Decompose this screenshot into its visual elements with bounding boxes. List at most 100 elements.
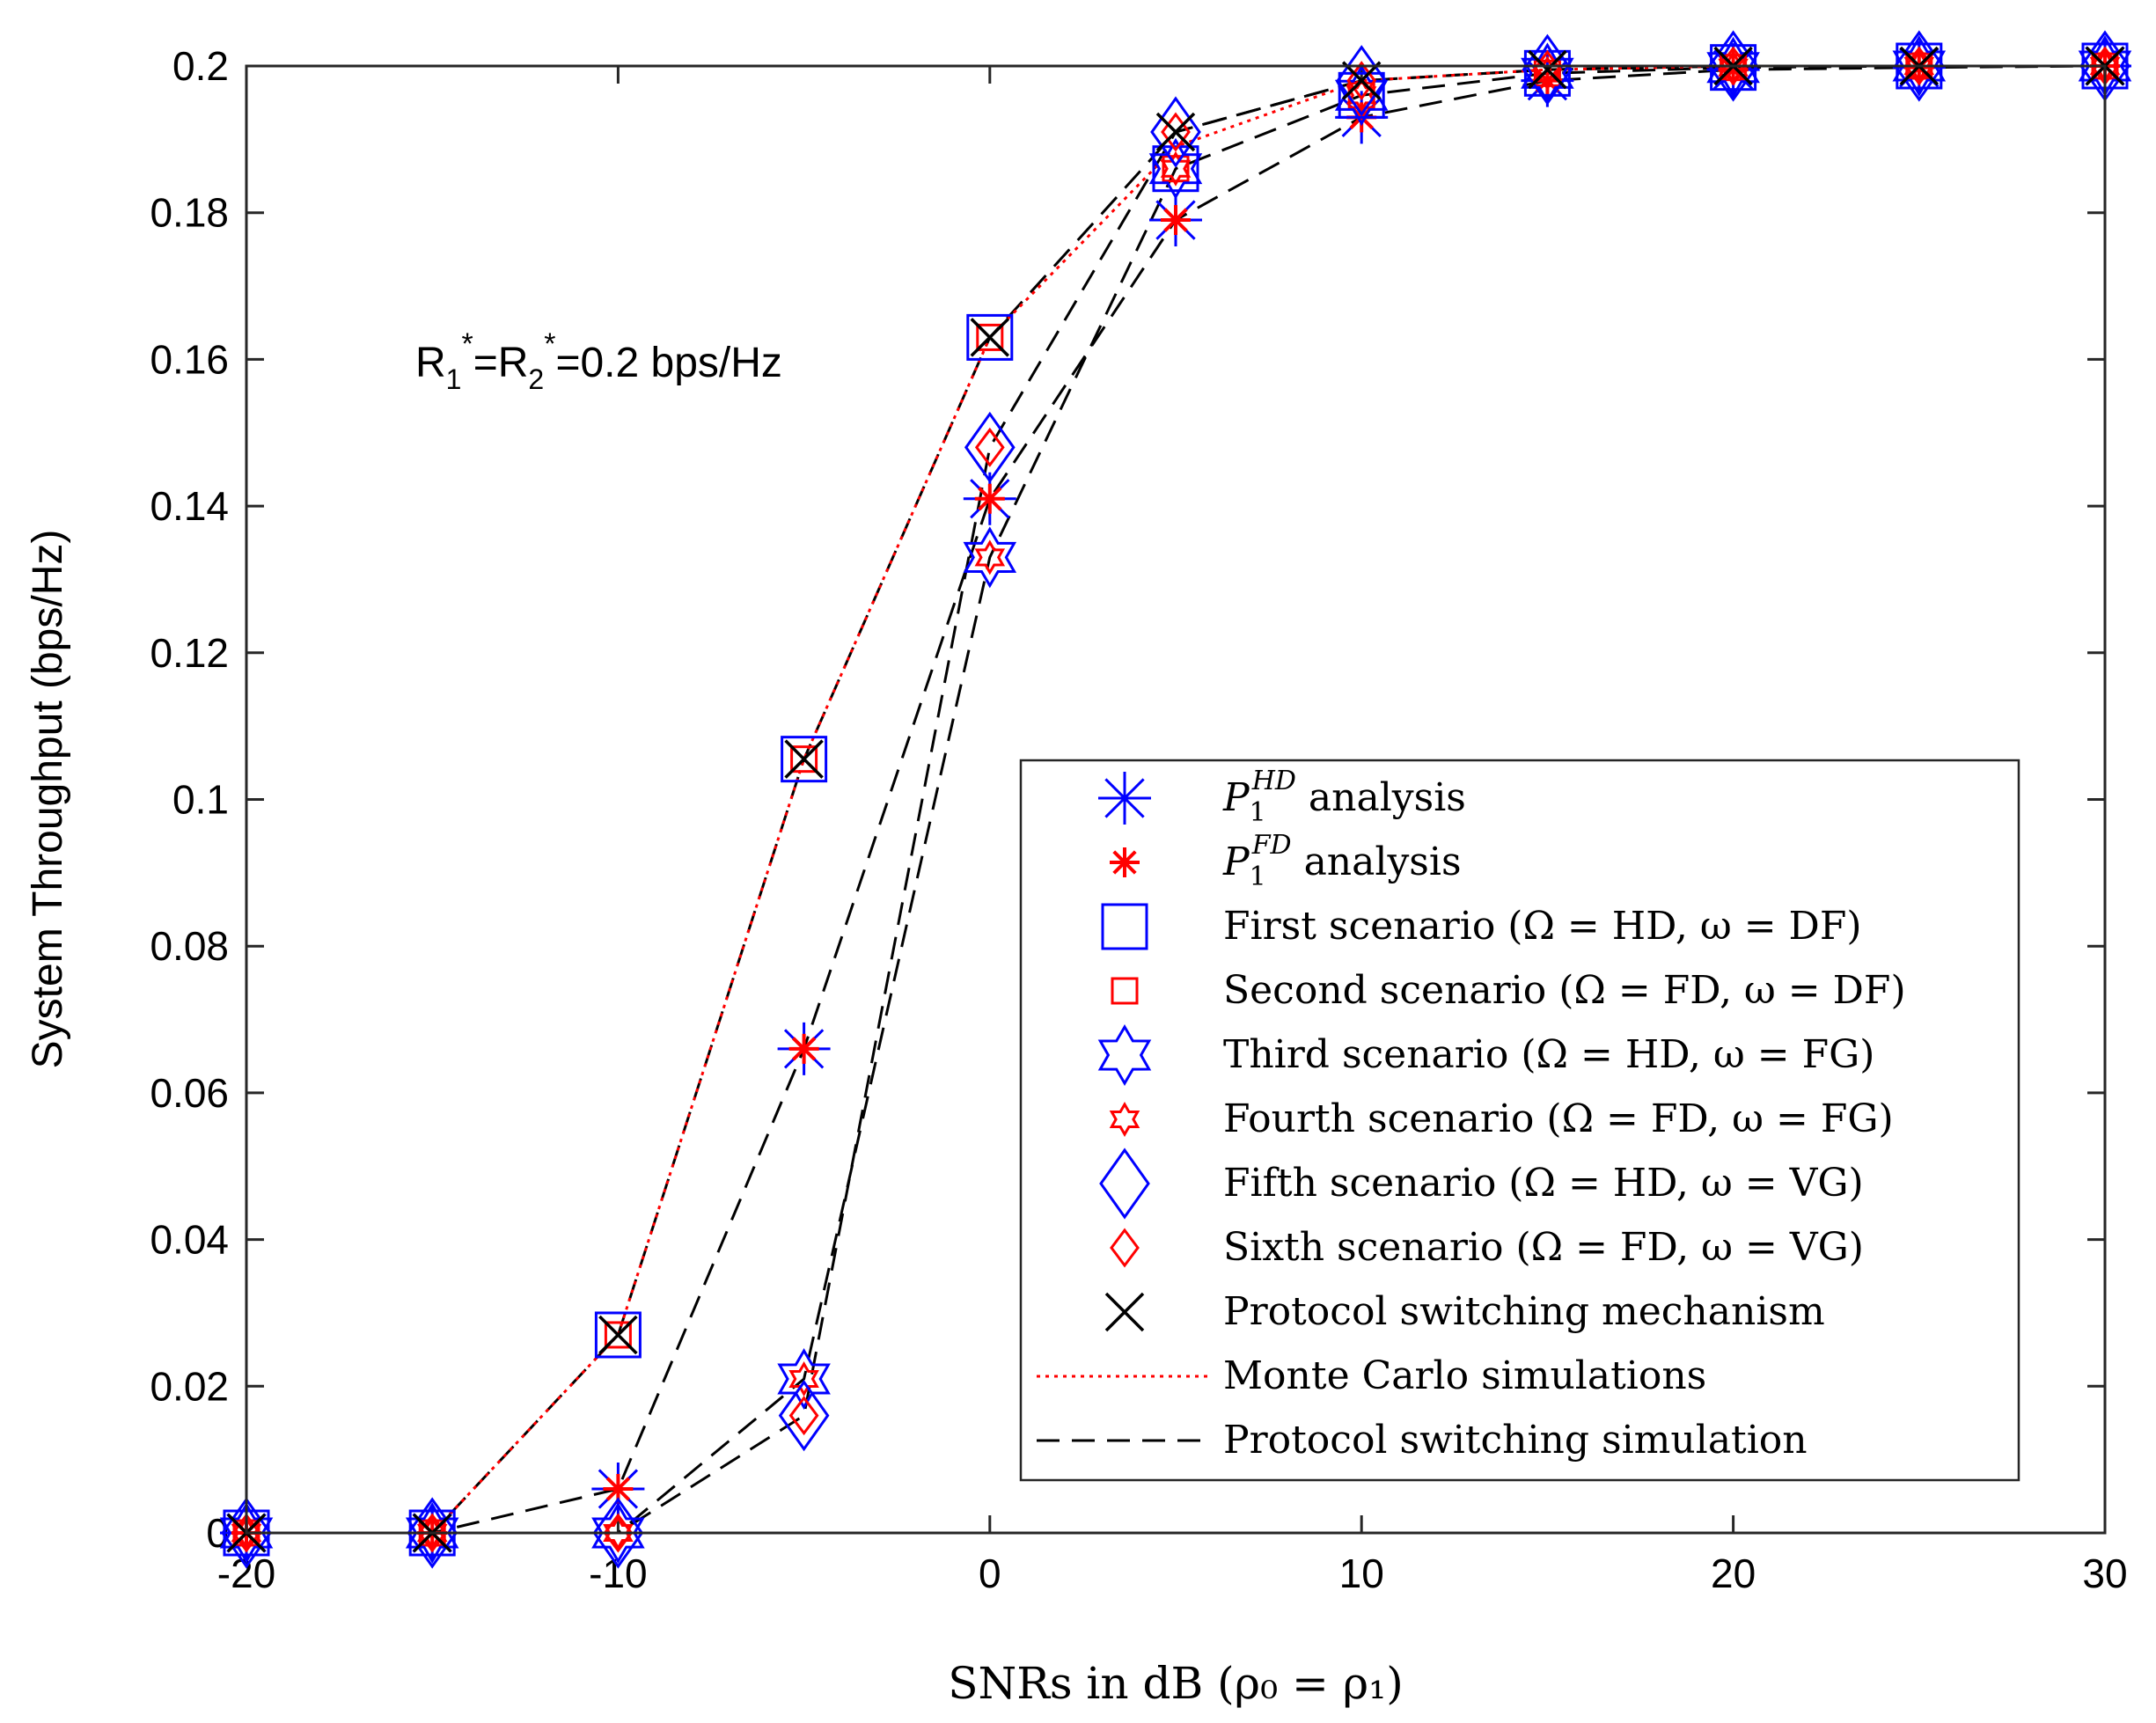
- data-point-hexagram-small-shape: [603, 1514, 634, 1551]
- data-point-diamond-large: [592, 1497, 644, 1569]
- data-point-diamond-large-shape: [407, 1497, 458, 1569]
- data-point-x-stroke: [1528, 49, 1567, 90]
- data-point-hexagram-small: [1346, 77, 1377, 114]
- data-point-diamond-small: [1718, 46, 1749, 86]
- y-tick-label: 0.18: [150, 190, 229, 236]
- plot-frame: [245, 64, 2107, 1535]
- legend-label: Monte Carlo simulations: [1223, 1353, 1706, 1398]
- data-point-hexagram-small: [231, 1514, 262, 1551]
- data-point-asterisk-small-stroke: [1161, 205, 1191, 236]
- data-point-diamond-small-shape: [1346, 61, 1377, 101]
- data-point-diamond-small-shape: [231, 1513, 261, 1553]
- data-point-hexagram-small-shape: [788, 1361, 819, 1397]
- legend-symbol: [1110, 847, 1140, 877]
- legend-symbol: [1099, 1147, 1150, 1220]
- data-point-hexagram-large-shape: [1892, 35, 1947, 97]
- data-point-diamond-small: [1346, 61, 1377, 101]
- data-point-diamond-large-shape: [964, 411, 1016, 484]
- y-tick-label: 0.2: [172, 43, 229, 89]
- data-point-diamond-large-shape: [1336, 45, 1388, 117]
- data-point-square-large: [1152, 145, 1199, 193]
- legend-symbol-shape: [1110, 1228, 1140, 1268]
- data-point-diamond-large: [1522, 33, 1573, 106]
- legend-symbol-stroke: [1110, 847, 1140, 877]
- data-point-x: [1528, 49, 1567, 90]
- data-point-diamond-small-shape: [603, 1513, 634, 1553]
- data-point-hexagram-large-shape: [219, 1502, 274, 1564]
- data-point-hexagram-large: [219, 1502, 274, 1564]
- legend-symbol: [1098, 772, 1151, 825]
- legend-label: P1FD analysis: [1222, 830, 1462, 892]
- data-point-diamond-large: [1893, 30, 1945, 102]
- data-point-hexagram-large-shape: [1148, 137, 1203, 200]
- data-point-square-small-shape: [976, 323, 1004, 351]
- data-point-hexagram-small: [416, 1514, 448, 1551]
- data-point-diamond-large-shape: [1522, 33, 1573, 106]
- legend-label: P1HD analysis: [1222, 766, 1466, 828]
- data-point-diamond-small: [417, 1513, 448, 1553]
- data-point-diamond-small: [603, 1513, 634, 1553]
- data-point-asterisk-small: [788, 1033, 819, 1064]
- data-point-x-stroke: [598, 1315, 638, 1355]
- data-point-square-large-shape: [781, 736, 828, 783]
- x-tick-label: -10: [589, 1551, 647, 1596]
- data-point-square-large-shape: [1338, 71, 1385, 119]
- data-point-x: [1341, 61, 1382, 100]
- data-point-diamond-small-shape: [1161, 112, 1191, 152]
- legend-symbol: [1101, 903, 1148, 950]
- tick-labels: -20 -10 0 10 20 3000.020.040.060.080.10.120.1…: [150, 43, 2127, 1596]
- legend-label: Second scenario (Ω = FD, ω = DF): [1223, 968, 1906, 1013]
- data-point-diamond-small-shape: [974, 427, 1005, 467]
- data-point-diamond-small-shape: [417, 1513, 448, 1553]
- data-point-hexagram-large: [963, 526, 1017, 589]
- legend-label: Fourth scenario (Ω = FD, ω = FG): [1223, 1096, 1894, 1141]
- data-point-hexagram-small-shape: [1346, 77, 1377, 114]
- data-point-asterisk-small-stroke: [1718, 55, 1749, 85]
- legend-symbol-stroke: [1104, 1292, 1145, 1332]
- legend-symbol: [1097, 1024, 1152, 1086]
- data-point-square-large-shape: [1152, 145, 1199, 193]
- data-point-diamond-large: [964, 411, 1016, 484]
- legend-label: Fifth scenario (Ω = HD, ω = VG): [1223, 1161, 1864, 1206]
- data-point-square-small-shape: [790, 745, 818, 774]
- legend-symbol-shape: [1101, 903, 1148, 950]
- data-point-diamond-small: [231, 1513, 261, 1553]
- data-point-x-stroke: [784, 739, 824, 779]
- legend-box: [1019, 759, 2020, 1482]
- data-point-diamond-small: [1532, 49, 1563, 90]
- data-point-x: [1155, 112, 1196, 152]
- y-tick-label: 0.06: [150, 1070, 229, 1116]
- data-point-square-small: [604, 1321, 632, 1349]
- data-point-asterisk-small: [1718, 55, 1749, 85]
- data-point-diamond-large-shape: [592, 1497, 644, 1569]
- data-point-diamond-large: [1707, 30, 1759, 102]
- legend-label: Protocol switching simulation: [1223, 1418, 1808, 1463]
- data-point-hexagram-large: [591, 1502, 645, 1564]
- data-point-hexagram-large: [1148, 137, 1203, 200]
- data-point-x: [598, 1315, 638, 1355]
- data-point-diamond-small: [974, 427, 1005, 467]
- y-tick-label: 0.04: [150, 1217, 229, 1263]
- data-point-asterisk-small: [974, 483, 1005, 514]
- data-point-diamond-large-shape: [1707, 30, 1759, 102]
- data-point-hexagram-small: [974, 539, 1006, 576]
- data-point-hexagram-large-shape: [963, 526, 1017, 589]
- legend-symbol-shape: [1111, 977, 1139, 1005]
- data-point-diamond-small-shape: [1903, 46, 1934, 86]
- x-tick-label: 0: [979, 1551, 1001, 1596]
- data-point-square-small: [790, 745, 818, 774]
- y-tick-label: 0.12: [150, 630, 229, 676]
- data-point-diamond-small: [788, 1396, 819, 1436]
- y-tick-label: 0.16: [150, 336, 229, 382]
- legend-label: First scenario (Ω = HD, ω = DF): [1223, 904, 1862, 949]
- legend-label: Third scenario (Ω = HD, ω = FG): [1223, 1032, 1874, 1077]
- data-point-square-small-shape: [604, 1321, 632, 1349]
- data-point-hexagram-small-shape: [231, 1514, 262, 1551]
- data-point-diamond-large-shape: [778, 1380, 830, 1452]
- legend-symbol: [1109, 1101, 1140, 1138]
- data-point-x-stroke: [1155, 112, 1196, 152]
- data-point-hexagram-large: [777, 1348, 831, 1410]
- data-point-diamond-large: [1336, 45, 1388, 117]
- data-point-hexagram-small: [1160, 150, 1192, 187]
